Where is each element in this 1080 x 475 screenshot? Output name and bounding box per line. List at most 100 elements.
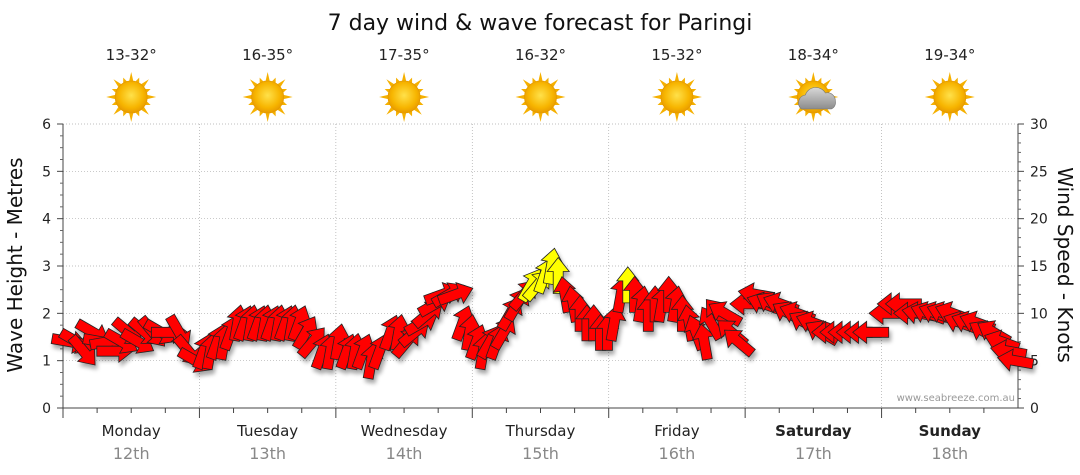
sun-icon	[924, 72, 975, 122]
partly-cloudy-icon	[788, 72, 839, 122]
sun-ray	[413, 106, 422, 115]
day-labels: Monday 12th Tuesday 13th Wednesday 14th Thursd…	[62, 407, 1018, 463]
left-tick-label: 4	[42, 212, 51, 228]
wind-arrow	[724, 329, 756, 358]
sun-ray	[674, 72, 680, 82]
sun-disc	[114, 80, 148, 114]
sun-ray	[959, 106, 968, 115]
sun-icon	[242, 72, 293, 122]
sun-ray	[811, 112, 816, 122]
sun-ray	[556, 94, 566, 100]
right-axis-title: Wind Speed - Knots	[1053, 167, 1077, 363]
sun-ray	[924, 94, 934, 100]
day-name: Tuesday	[236, 422, 298, 440]
sun-ray	[659, 106, 668, 115]
wind-arrow	[603, 304, 627, 342]
day-name: Saturday	[775, 422, 852, 440]
day-date: 17th	[795, 444, 832, 463]
temperature-range: 16-35°	[242, 46, 293, 64]
sun-ray	[249, 106, 258, 115]
sun-ray	[674, 112, 680, 122]
sun-ray	[265, 112, 270, 122]
sun-ray	[113, 79, 122, 88]
sun-ray	[515, 94, 525, 100]
sun-ray	[249, 79, 258, 88]
temperature-range: 17-35°	[379, 46, 430, 64]
sun-ray	[947, 72, 952, 82]
temperature-range: 16-32°	[515, 46, 566, 64]
sun-icon	[379, 72, 430, 122]
temperature-range: 13-32°	[106, 46, 157, 64]
wind-arrow	[996, 348, 1035, 372]
day-date: 14th	[386, 444, 423, 463]
sun-ray	[692, 94, 702, 100]
day-date: 13th	[249, 444, 286, 463]
sun-ray	[401, 112, 407, 122]
sun-ray	[932, 106, 940, 115]
sun-icon	[651, 72, 702, 122]
wind-arrow	[546, 256, 571, 294]
right-tick-label: 5	[1030, 354, 1039, 370]
sun-ray	[795, 79, 804, 88]
right-tick-label: 15	[1030, 259, 1048, 275]
sun-ray	[522, 79, 531, 88]
sun-ray	[419, 94, 430, 100]
day-date: 18th	[931, 444, 968, 463]
sun-ray	[659, 79, 668, 88]
wind-arrows	[50, 247, 1035, 380]
sun-ray	[788, 94, 798, 100]
sun-ray	[277, 79, 286, 88]
sun-ray	[401, 72, 407, 82]
sun-icon	[515, 72, 566, 122]
weather-row: 13-32° 16-35° 17-35° 16-32° 15-32° 18-34° 19-3…	[106, 46, 975, 122]
sun-ray	[386, 106, 395, 115]
sun-icon	[106, 72, 157, 122]
day-name: Thursday	[505, 422, 576, 440]
day-date: 16th	[659, 444, 696, 463]
left-tick-label: 2	[42, 306, 51, 322]
right-tick-label: 20	[1030, 212, 1048, 228]
sun-ray	[823, 79, 832, 88]
sun-ray	[538, 112, 543, 122]
left-axis-title: Wave Height - Metres	[3, 157, 27, 372]
day-name: Friday	[654, 422, 700, 440]
sun-ray	[106, 94, 116, 100]
day-name: Monday	[102, 422, 161, 440]
sun-ray	[959, 79, 968, 88]
cloud-shape	[798, 87, 836, 110]
sun-ray	[550, 106, 559, 115]
day-date: 12th	[113, 444, 150, 463]
sun-ray	[811, 72, 816, 82]
left-tick-label: 5	[42, 164, 51, 180]
sun-ray	[538, 72, 543, 82]
wind-speed-axis: 0 5 10 15 20 25 30	[1017, 117, 1048, 417]
sun-disc	[660, 80, 694, 114]
sun-ray	[129, 72, 134, 82]
wind-arrow	[708, 301, 744, 328]
wave-height-axis: 0 1 2 3 4 5 6	[42, 117, 64, 417]
right-tick-label: 25	[1030, 164, 1048, 180]
sun-disc	[933, 80, 967, 114]
chart-title: 7 day wind & wave forecast for Paringi	[328, 11, 753, 36]
sun-disc	[524, 80, 557, 114]
sun-ray	[379, 94, 389, 100]
sun-ray	[129, 112, 134, 122]
right-tick-label: 10	[1030, 306, 1048, 322]
right-tick-label: 0	[1030, 401, 1039, 417]
sun-ray	[522, 106, 531, 115]
temperature-range: 18-34°	[788, 46, 839, 64]
wind-arrow	[436, 282, 474, 306]
sun-ray	[932, 79, 940, 88]
sun-ray	[141, 106, 149, 115]
sun-ray	[283, 94, 293, 100]
day-date: 15th	[522, 444, 559, 463]
sun-ray	[242, 94, 252, 100]
sun-ray	[550, 79, 559, 88]
sun-ray	[277, 106, 286, 115]
temperature-range: 15-32°	[651, 46, 702, 64]
sun-disc	[387, 80, 421, 114]
left-tick-label: 3	[42, 259, 51, 275]
sun-ray	[413, 79, 422, 88]
sun-ray	[651, 94, 662, 100]
left-tick-label: 1	[42, 354, 51, 370]
